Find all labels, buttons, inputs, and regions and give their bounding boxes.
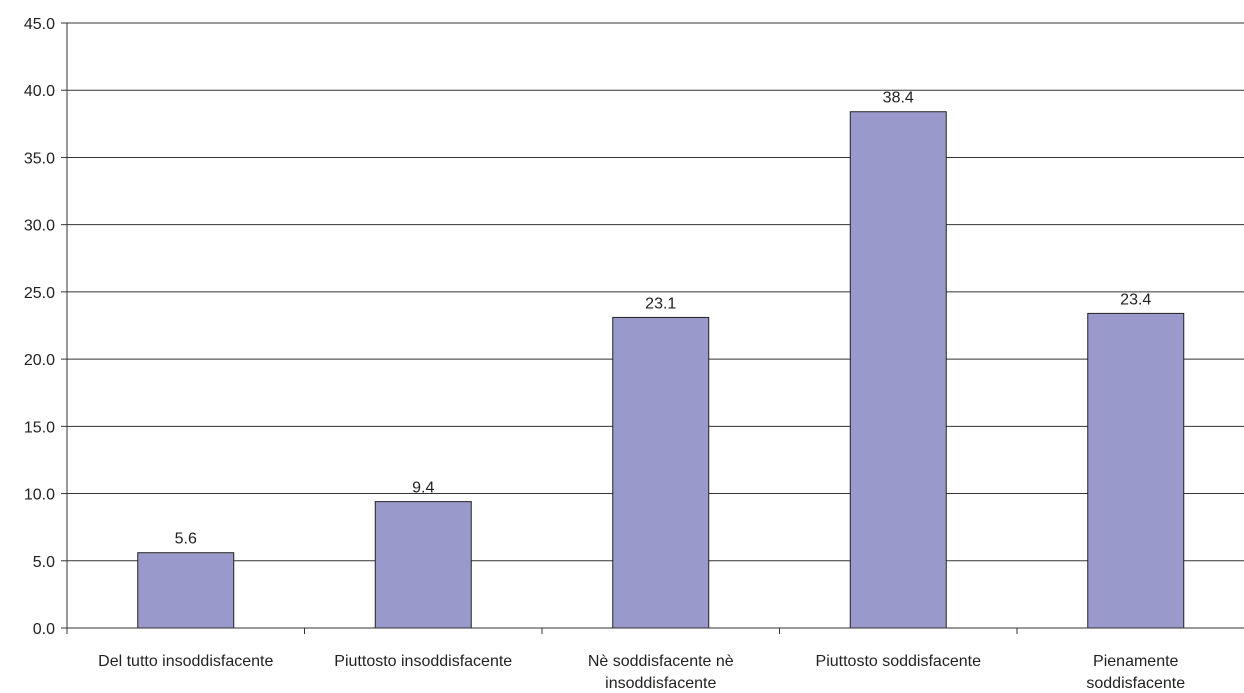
y-tick-label: 0.0	[33, 621, 55, 638]
category-labels: Del tutto insoddisfacente Piuttosto insod…	[98, 653, 1185, 692]
category-label: Piuttosto soddisfacente	[816, 653, 982, 670]
y-tick-label: 10.0	[24, 487, 55, 504]
category-label: Pienamente	[1093, 653, 1178, 670]
data-label: 5.6	[175, 531, 197, 548]
y-tick-label: 40.0	[24, 83, 55, 100]
y-tick-labels: 0.0 5.0 10.0 15.0 20.0 25.0 30.0 35.0 40.0 45.0	[24, 16, 55, 638]
category-label: Nè soddisfacente nè	[588, 653, 734, 670]
y-tick-label: 5.0	[33, 554, 55, 571]
y-tick-label: 30.0	[24, 218, 55, 235]
category-label: insoddisfacente	[605, 675, 716, 692]
y-tick-label: 15.0	[24, 419, 55, 436]
bar	[1087, 312, 1185, 629]
y-tick-label: 45.0	[24, 16, 55, 33]
data-label: 9.4	[412, 480, 434, 497]
y-tick-label: 25.0	[24, 285, 55, 302]
bar	[137, 552, 235, 629]
bars	[137, 111, 1185, 629]
category-label: Del tutto insoddisfacente	[98, 653, 273, 670]
data-label: 23.1	[645, 295, 676, 312]
y-tick-label: 20.0	[24, 352, 55, 369]
bar	[612, 316, 710, 629]
axes	[61, 22, 1244, 634]
data-label: 23.4	[1120, 291, 1151, 308]
category-label: soddisfacente	[1086, 675, 1185, 692]
data-labels: 5.6 9.4 23.1 38.4 23.4	[175, 90, 1152, 548]
y-tick-label: 35.0	[24, 150, 55, 167]
category-label: Piuttosto insoddisfacente	[334, 653, 512, 670]
data-label: 38.4	[883, 90, 914, 107]
bar	[374, 501, 472, 629]
gridlines	[67, 22, 1244, 562]
bar	[849, 111, 947, 629]
